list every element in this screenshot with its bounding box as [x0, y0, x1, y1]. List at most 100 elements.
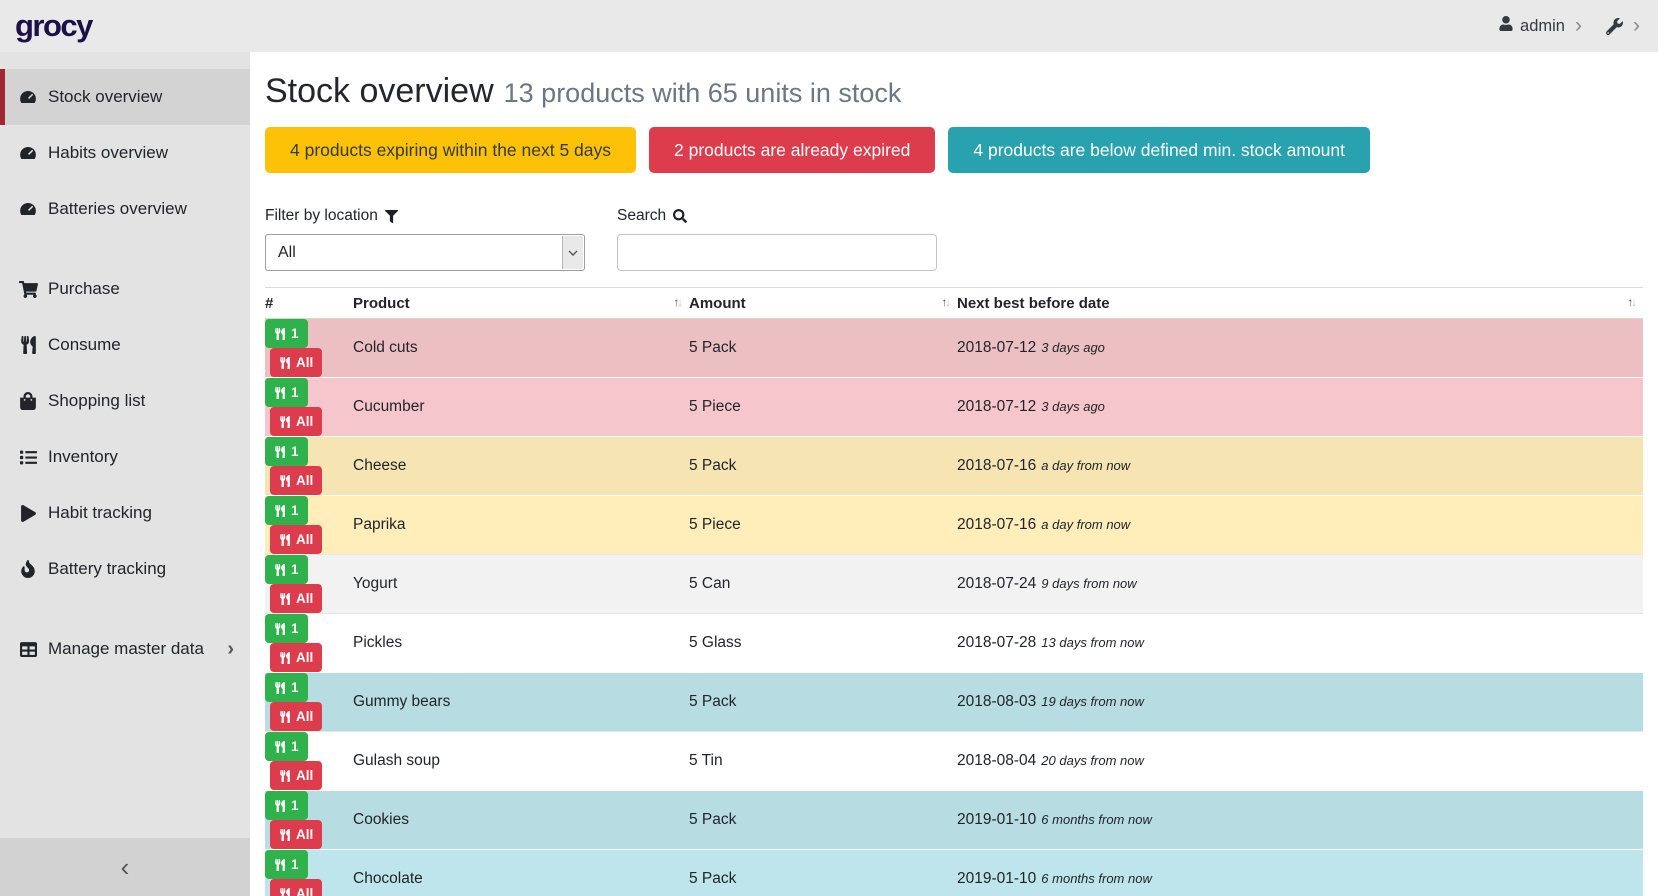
column-header-amount[interactable]: Amount ↑↓ [689, 287, 957, 319]
sidebar-item-purchase[interactable]: Purchase [0, 261, 250, 317]
utensils-icon [275, 858, 285, 871]
amount-value: 5 Tin [689, 752, 723, 769]
sidebar-item-battery-tracking[interactable]: Battery tracking [0, 541, 250, 597]
row-actions-cell: 1 All [265, 790, 353, 850]
consume-all-button[interactable]: All [270, 525, 323, 554]
row-actions-cell: 1 All [265, 318, 353, 378]
sidebar-item-label: Manage master data [48, 639, 204, 658]
relative-time: 3 days ago [1041, 399, 1105, 414]
product-name: Cookies [353, 811, 409, 828]
consume-one-button[interactable]: 1 [265, 614, 308, 643]
consume-one-button[interactable]: 1 [265, 791, 308, 820]
alert-below-min-stock[interactable]: 4 products are below defined min. stock … [948, 127, 1370, 173]
top-header-bar: grocy admin › › [0, 0, 1658, 52]
page-subtitle: 13 products with 65 units in stock [503, 78, 902, 108]
settings-menu[interactable] [1606, 17, 1623, 35]
relative-time: 6 months from now [1041, 812, 1152, 827]
sidebar-item-stock-overview[interactable]: Stock overview [0, 69, 250, 125]
tachometer-icon [16, 200, 40, 218]
relative-time: 6 months from now [1041, 871, 1152, 886]
utensils-icon [280, 651, 290, 664]
consume-one-button[interactable]: 1 [265, 437, 308, 466]
consume-all-button[interactable]: All [270, 820, 323, 849]
consume-all-button[interactable]: All [270, 879, 323, 896]
product-name: Cucumber [353, 398, 425, 415]
sidebar-item-manage-master-data[interactable]: Manage master data › [0, 621, 250, 677]
consume-all-button[interactable]: All [270, 407, 323, 436]
utensils-icon [275, 386, 285, 399]
consume-one-button[interactable]: 1 [265, 496, 308, 525]
best-before-date: 2018-07-24 [957, 575, 1037, 592]
product-name: Paprika [353, 516, 406, 533]
sidebar-item-label: Purchase [48, 279, 120, 298]
best-before-date: 2018-07-12 [957, 398, 1037, 415]
product-name: Chocolate [353, 870, 423, 887]
utensils-icon [275, 504, 285, 517]
user-menu[interactable]: admin [1499, 16, 1565, 36]
settings-menu-chevron-right-icon[interactable]: › [1633, 13, 1640, 37]
consume-one-button[interactable]: 1 [265, 673, 308, 702]
best-before-date: 2018-07-16 [957, 457, 1037, 474]
consume-one-button[interactable]: 1 [265, 555, 308, 584]
consume-all-button[interactable]: All [270, 348, 323, 377]
utensils-icon [275, 740, 285, 753]
best-before-date: 2018-07-28 [957, 634, 1037, 651]
utensils-icon [280, 474, 290, 487]
stock-table-row: 1 All Cookies 5 Pack 2019-01-10 6 months … [265, 790, 1643, 850]
sidebar-item-shopping-list[interactable]: Shopping list [0, 373, 250, 429]
play-icon [16, 504, 40, 522]
alert-expired-products[interactable]: 2 products are already expired [649, 127, 936, 173]
sort-icon[interactable]: ↑↓ [941, 297, 951, 309]
consume-one-button[interactable]: 1 [265, 319, 308, 348]
user-menu-chevron-right-icon[interactable]: › [1575, 13, 1582, 37]
relative-time: 13 days from now [1041, 635, 1144, 650]
chevron-down-icon [568, 250, 578, 256]
sidebar-item-label: Inventory [48, 447, 118, 466]
shopping-bag-icon [16, 392, 40, 410]
sort-icon[interactable]: ↑↓ [1627, 297, 1637, 309]
consume-one-button[interactable]: 1 [265, 850, 308, 879]
product-name: Cheese [353, 457, 407, 474]
best-before-date: 2019-01-10 [957, 870, 1037, 887]
grocy-logo[interactable]: grocy [15, 8, 93, 43]
stock-table-row: 1 All Cucumber 5 Piece 2018-07-12 3 days … [265, 377, 1643, 437]
filter-icon [384, 209, 398, 223]
sidebar-item-inventory[interactable]: Inventory [0, 429, 250, 485]
sidebar-collapse-button[interactable]: ‹ [0, 838, 250, 896]
row-actions-cell: 1 All [265, 849, 353, 896]
location-select[interactable]: All [265, 234, 585, 271]
consume-one-button[interactable]: 1 [265, 378, 308, 407]
sidebar-item-habit-tracking[interactable]: Habit tracking [0, 485, 250, 541]
utensils-icon [16, 336, 40, 354]
search-input[interactable] [617, 234, 937, 271]
utensils-icon [275, 563, 285, 576]
sidebar-item-label: Shopping list [48, 391, 146, 410]
chevron-right-icon: › [227, 637, 234, 660]
relative-time: a day from now [1041, 517, 1131, 532]
sidebar-item-habits-overview[interactable]: Habits overview [0, 125, 250, 181]
consume-all-button[interactable]: All [270, 761, 323, 790]
relative-time: 9 days from now [1041, 576, 1137, 591]
amount-value: 5 Can [689, 575, 731, 592]
sidebar-item-batteries-overview[interactable]: Batteries overview [0, 181, 250, 237]
consume-all-button[interactable]: All [270, 702, 323, 731]
alert-expiring-products[interactable]: 4 products expiring within the next 5 da… [265, 127, 637, 173]
consume-all-button[interactable]: All [270, 466, 323, 495]
consume-all-button[interactable]: All [270, 643, 323, 672]
best-before-date: 2018-08-03 [957, 693, 1037, 710]
sort-icon[interactable]: ↑↓ [673, 297, 683, 309]
best-before-date: 2018-08-04 [957, 752, 1037, 769]
row-actions-cell: 1 All [265, 731, 353, 791]
fire-icon [16, 560, 40, 578]
stock-table-row: 1 All Gulash soup 5 Tin 2018-08-04 20 day… [265, 731, 1643, 791]
consume-one-button[interactable]: 1 [265, 732, 308, 761]
utensils-icon [275, 445, 285, 458]
product-name: Yogurt [353, 575, 398, 592]
sidebar-item-label: Stock overview [48, 87, 163, 106]
sidebar-item-consume[interactable]: Consume [0, 317, 250, 373]
consume-all-button[interactable]: All [270, 584, 323, 613]
column-header-best-before-date[interactable]: Next best before date ↑↓ [957, 287, 1643, 319]
column-header-product[interactable]: Product ↑↓ [353, 287, 689, 319]
relative-time: 20 days from now [1041, 753, 1144, 768]
sidebar-item-label: Consume [48, 335, 121, 354]
